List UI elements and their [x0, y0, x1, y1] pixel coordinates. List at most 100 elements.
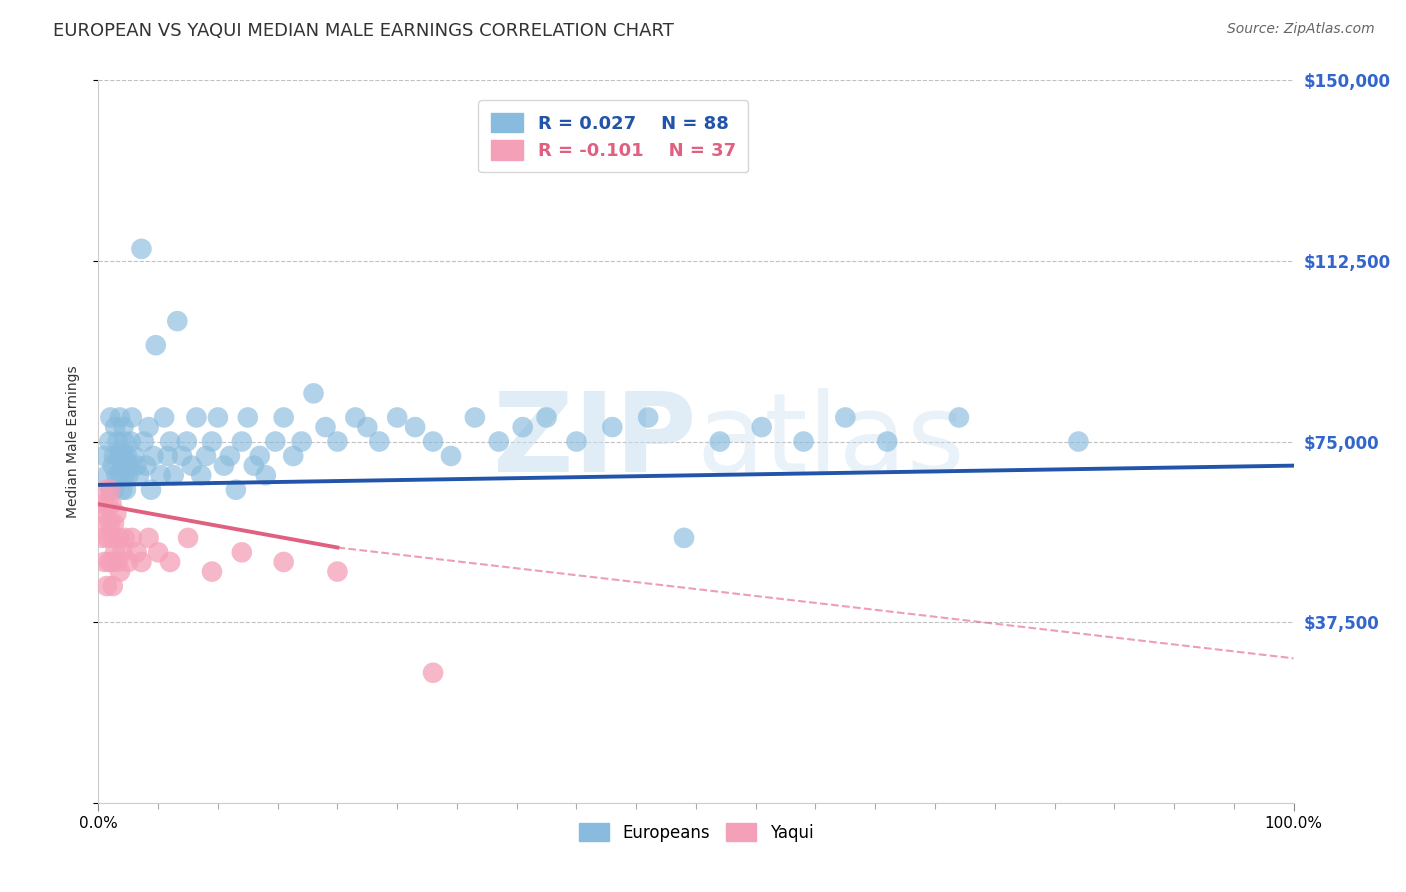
Point [326, 434, 349, 449]
Y-axis label: Median Male Earnings: Median Male Earnings [66, 365, 80, 518]
Point [125, 545, 148, 559]
Point [101, 458, 124, 473]
Point [100, 555, 122, 569]
Point [105, 507, 128, 521]
Point [101, 531, 124, 545]
Point [131, 242, 153, 256]
Point [156, 449, 179, 463]
Point [131, 555, 153, 569]
Point [107, 449, 129, 463]
Point [565, 434, 588, 449]
Point [117, 555, 139, 569]
Point [673, 531, 696, 545]
Point [326, 565, 349, 579]
Point [107, 555, 129, 569]
Point [163, 468, 186, 483]
Point [254, 468, 277, 483]
Point [488, 434, 510, 449]
Point [108, 468, 131, 483]
Point [602, 420, 624, 434]
Point [104, 420, 127, 434]
Point [111, 458, 134, 473]
Point [273, 555, 295, 569]
Point [105, 468, 128, 483]
Point [536, 410, 558, 425]
Point [145, 338, 167, 352]
Point [186, 410, 208, 425]
Point [108, 565, 131, 579]
Point [108, 410, 131, 425]
Point [207, 410, 229, 425]
Point [115, 449, 138, 463]
Point [159, 434, 181, 449]
Point [440, 449, 463, 463]
Point [125, 458, 148, 473]
Point [243, 458, 266, 473]
Point [97, 497, 120, 511]
Point [225, 483, 247, 497]
Point [195, 449, 218, 463]
Point [422, 665, 444, 680]
Point [94, 483, 117, 497]
Point [344, 410, 367, 425]
Point [512, 420, 534, 434]
Point [138, 420, 160, 434]
Point [176, 434, 198, 449]
Point [201, 434, 224, 449]
Point [142, 449, 165, 463]
Point [121, 531, 143, 545]
Point [385, 410, 409, 425]
Point [422, 434, 444, 449]
Point [1067, 434, 1090, 449]
Point [356, 420, 378, 434]
Point [793, 434, 815, 449]
Point [111, 545, 134, 559]
Point [709, 434, 731, 449]
Point [751, 420, 773, 434]
Point [283, 449, 305, 463]
Point [103, 483, 125, 497]
Point [834, 410, 856, 425]
Point [98, 483, 122, 497]
Point [101, 579, 124, 593]
Point [159, 555, 181, 569]
Point [107, 434, 129, 449]
Point [302, 386, 325, 401]
Point [404, 420, 426, 434]
Point [876, 434, 898, 449]
Point [464, 410, 486, 425]
Point [112, 449, 135, 463]
Point [135, 458, 157, 473]
Point [91, 531, 114, 545]
Point [368, 434, 391, 449]
Point [190, 468, 212, 483]
Point [139, 483, 162, 497]
Point [149, 468, 172, 483]
Point [96, 579, 118, 593]
Point [103, 516, 125, 531]
Point [120, 434, 142, 449]
Point [231, 545, 253, 559]
Point [103, 449, 125, 463]
Point [93, 555, 115, 569]
Point [948, 410, 970, 425]
Point [236, 410, 259, 425]
Point [212, 458, 235, 473]
Point [132, 434, 155, 449]
Point [231, 434, 253, 449]
Point [96, 516, 118, 531]
Point [201, 565, 224, 579]
Point [98, 483, 122, 497]
Point [111, 483, 134, 497]
Point [98, 555, 121, 569]
Point [114, 468, 136, 483]
Text: ZIP: ZIP [492, 388, 696, 495]
Point [273, 410, 295, 425]
Point [128, 468, 150, 483]
Point [98, 410, 122, 425]
Point [93, 449, 115, 463]
Point [118, 458, 141, 473]
Point [91, 497, 114, 511]
Point [93, 507, 115, 521]
Point [124, 449, 146, 463]
